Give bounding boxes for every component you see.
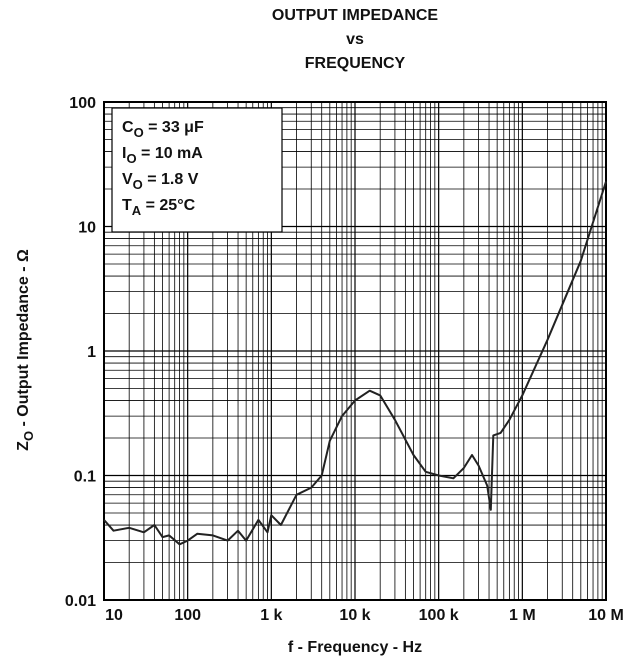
annotation-rest: = 10 mA xyxy=(137,145,204,162)
annotation-main: V xyxy=(122,171,133,188)
annotation-rest: = 25°C xyxy=(141,197,195,214)
series-line xyxy=(103,181,607,546)
annotation-sub: O xyxy=(134,125,144,140)
annotation: VO = 1.8 V xyxy=(122,171,199,192)
y-tick-label: 0.01 xyxy=(65,593,96,610)
y-tick-label: 10 xyxy=(78,220,96,237)
x-tick-label: 10 M xyxy=(588,607,624,624)
y-axis-label-rest: - Output Impedance - Ω xyxy=(15,249,32,431)
x-tick-label: 10 k xyxy=(339,607,370,624)
x-tick-label: 1 M xyxy=(509,607,536,624)
x-tick-label: 100 k xyxy=(419,607,459,624)
y-axis-label: ZO - Output Impedance - Ω xyxy=(15,249,36,451)
annotation: CO = 33 μF xyxy=(122,119,204,140)
x-tick-label: 100 xyxy=(174,607,201,624)
annotation-main: I xyxy=(122,145,126,162)
y-tick-label: 100 xyxy=(69,95,96,112)
y-tick-label: 0.1 xyxy=(74,469,96,486)
annotation: IO = 10 mA xyxy=(122,145,203,166)
chart-title: FREQUENCY xyxy=(305,55,406,72)
y-tick-label: 1 xyxy=(87,344,96,361)
annotation-sub: O xyxy=(126,151,136,166)
annotation-main: T xyxy=(122,197,132,214)
x-tick-label: 1 k xyxy=(260,607,282,624)
x-axis-label: f - Frequency - Hz xyxy=(288,639,422,656)
chart-title: OUTPUT IMPEDANCE xyxy=(272,7,439,24)
annotation-rest: = 1.8 V xyxy=(143,171,199,188)
x-tick-label: 10 xyxy=(105,607,123,624)
annotation: TA = 25°C xyxy=(122,197,196,218)
annotation-main: C xyxy=(122,119,134,136)
annotation-sub: O xyxy=(133,177,143,192)
plot-frame xyxy=(103,101,607,601)
annotation-sub: A xyxy=(132,203,142,218)
annotation-rest: = 33 μF xyxy=(144,119,204,136)
y-axis-label-main: Z xyxy=(15,441,32,451)
y-axis-label-sub: O xyxy=(21,431,36,441)
annotation-box xyxy=(111,107,283,233)
chart-title: vs xyxy=(346,31,364,48)
